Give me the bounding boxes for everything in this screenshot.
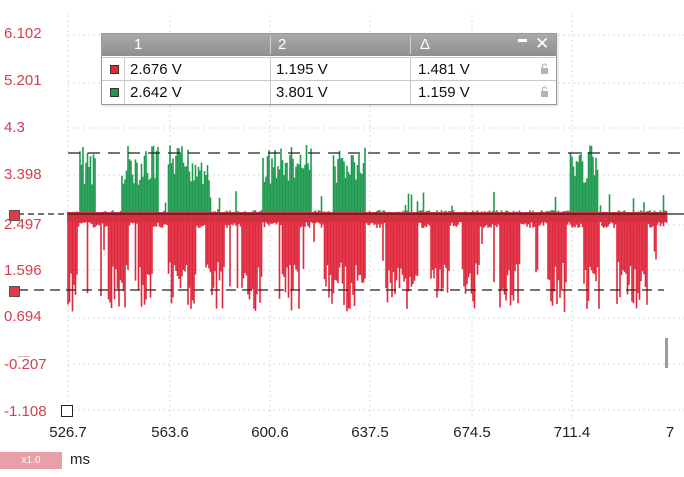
x-tick-label: 526.7 xyxy=(49,424,87,441)
y-tick-label: 3.398 xyxy=(4,166,42,183)
delta-value: 1.159 V xyxy=(418,84,470,101)
cell-divider xyxy=(124,81,125,104)
zoom-badge[interactable]: x1.0 xyxy=(0,452,62,469)
axis-origin-marker[interactable] xyxy=(61,405,73,417)
cursor2-value: 1.195 V xyxy=(276,61,328,78)
x-tick-label: 711.4 xyxy=(553,424,591,441)
cursor1-value: 2.642 V xyxy=(130,84,182,101)
y-tick-label: 0.694 xyxy=(4,308,42,325)
lock-icon[interactable] xyxy=(540,86,549,97)
cursor1-value: 2.676 V xyxy=(130,61,182,78)
y-tick-mark xyxy=(18,356,30,357)
y-tick-label: -1.108 xyxy=(4,403,47,420)
cursor2-value: 3.801 V xyxy=(276,84,328,101)
delta-value: 1.481 V xyxy=(418,61,470,78)
header-divider xyxy=(410,36,411,54)
cursor-lines[interactable] xyxy=(18,152,684,291)
cell-divider xyxy=(270,58,271,81)
cursor1-marker[interactable] xyxy=(9,210,20,221)
x-tick-label: 674.5 xyxy=(453,424,491,441)
lock-icon[interactable] xyxy=(540,63,549,74)
x-unit-label: ms xyxy=(70,451,90,468)
x-tick-label: 600.6 xyxy=(251,424,289,441)
x-tick-label: 637.5 xyxy=(351,424,389,441)
scroll-handle[interactable] xyxy=(665,338,668,368)
table-row: 2.676 V 1.195 V 1.481 V xyxy=(102,57,556,81)
header-delta: Δ xyxy=(420,36,431,53)
y-tick-label: 1.596 xyxy=(4,262,42,279)
minimize-icon[interactable] xyxy=(518,39,527,42)
table-row: 2.642 V 3.801 V 1.159 V xyxy=(102,80,556,104)
waveform-traces xyxy=(67,145,668,312)
cursor-measurement-table[interactable]: 1 2 Δ ✕ 2.676 V 1.195 V 1.481 V 2.642 V … xyxy=(101,33,557,105)
cursor2-marker[interactable] xyxy=(9,286,20,297)
cell-divider xyxy=(124,58,125,81)
y-tick-label: 4.3 xyxy=(4,119,25,136)
cursor-table-header[interactable]: 1 2 Δ ✕ xyxy=(102,34,556,56)
header-divider xyxy=(270,36,271,54)
channel-red-swatch xyxy=(110,65,119,74)
cell-divider xyxy=(270,81,271,104)
header-cursor-2: 2 xyxy=(278,36,287,53)
y-tick-label: 6.102 xyxy=(4,25,42,42)
cell-divider xyxy=(410,58,411,81)
channel-green-swatch xyxy=(110,88,119,97)
x-tick-label: 563.6 xyxy=(151,424,189,441)
close-icon[interactable]: ✕ xyxy=(535,34,550,54)
cell-divider xyxy=(410,81,411,104)
header-cursor-1: 1 xyxy=(134,36,143,53)
x-tick-label: 7 xyxy=(665,424,675,441)
y-tick-label: -0.207 xyxy=(4,356,47,373)
y-tick-label: 5.201 xyxy=(4,72,42,89)
